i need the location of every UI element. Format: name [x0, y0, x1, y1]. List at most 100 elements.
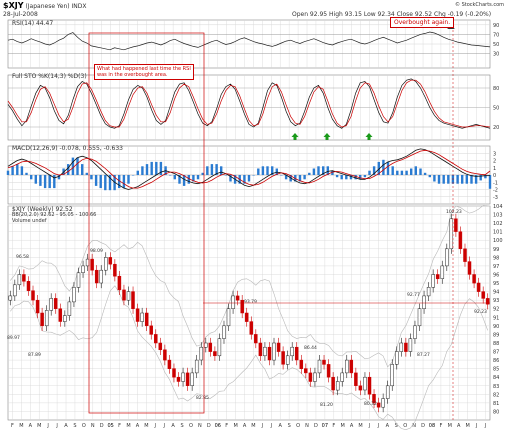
macd-histogram-bar — [118, 175, 121, 189]
candle-body — [385, 385, 390, 399]
candle-body — [372, 394, 376, 404]
price-y-tick: 92 — [493, 307, 499, 313]
x-tick-label: M — [466, 423, 470, 429]
price-label: 86.44 — [304, 345, 317, 351]
x-tick-label: O — [296, 423, 300, 429]
macd-histogram-bar — [433, 175, 436, 182]
rsi-annotation: What had happened last time the RSI was … — [94, 64, 194, 80]
x-tick-label: S — [395, 423, 398, 429]
buy-arrow-icon — [365, 133, 373, 140]
candle-body — [299, 359, 304, 369]
candle-body — [49, 298, 53, 311]
x-tick-label: O — [82, 423, 86, 429]
candle-body — [408, 338, 413, 352]
candle-body — [254, 334, 258, 344]
candle-body — [345, 359, 349, 374]
candle-body — [163, 349, 167, 361]
price-label: 92.77 — [407, 292, 420, 298]
x-tick-label: F — [11, 423, 14, 429]
price-y-tick: 95 — [493, 281, 499, 287]
macd-histogram-bar — [345, 175, 348, 180]
price-label: 102.23 — [446, 209, 462, 215]
candle-body — [472, 274, 476, 284]
highlight-box — [88, 32, 205, 414]
macd-histogram-bar — [104, 175, 107, 191]
candle-body — [99, 269, 103, 284]
macd-histogram-bar — [382, 159, 385, 175]
candle-body — [376, 402, 381, 408]
candle-body — [135, 308, 140, 322]
x-tick-label: J — [368, 423, 370, 429]
candle-body — [185, 372, 190, 386]
sto-y-tick: 80 — [493, 86, 499, 92]
x-tick-label: D — [314, 423, 318, 429]
candle-body — [126, 291, 131, 301]
macd-histogram-bar — [368, 170, 371, 175]
macd-histogram-bar — [11, 166, 14, 175]
candle-body — [8, 295, 13, 301]
candle-body — [131, 291, 135, 309]
candle-body — [204, 342, 208, 348]
macd-histogram-bar — [141, 166, 144, 175]
x-tick-label: N — [305, 423, 309, 429]
macd-histogram-bar — [442, 175, 445, 184]
x-tick-label: O — [189, 423, 193, 429]
candle-body — [349, 359, 354, 374]
candle-body — [31, 290, 35, 301]
macd-histogram-bar — [470, 175, 473, 184]
x-tick-label: J — [475, 423, 477, 429]
x-tick-label: A — [457, 423, 461, 429]
candle-body — [158, 342, 163, 351]
macd-histogram-bar — [150, 161, 153, 175]
price-y-tick: 89 — [493, 332, 499, 338]
bollinger-lower — [10, 285, 488, 430]
candle-body — [22, 274, 26, 282]
macd-histogram-bar — [465, 175, 468, 184]
x-tick-label: J — [484, 423, 486, 429]
macd-histogram-bar — [474, 175, 478, 184]
candle-body — [290, 346, 294, 357]
candle-body — [63, 315, 67, 322]
macd-histogram-bar — [201, 172, 204, 175]
macd-histogram-bar — [461, 175, 464, 184]
candle-body — [267, 346, 272, 361]
sto-y-tick: 50 — [493, 106, 499, 112]
macd-histogram-bar — [271, 166, 274, 175]
x-tick-label: A — [279, 423, 283, 429]
macd-histogram-bar — [423, 172, 427, 175]
candle-body — [445, 248, 449, 267]
bb-legend: BB(20,2.0) 92.62 - 95.05 - 100.66 — [12, 212, 97, 218]
macd-histogram-bar — [377, 161, 380, 175]
price-y-tick: 81 — [493, 401, 499, 407]
rsi-title: RSI(14) 44.47 — [12, 20, 54, 27]
macd-histogram-bar — [127, 175, 130, 184]
candle-body — [208, 342, 213, 352]
x-tick-label: F — [439, 423, 442, 429]
macd-histogram-bar — [122, 175, 126, 189]
macd-histogram-bar — [136, 170, 139, 175]
macd-histogram-bar — [419, 168, 422, 175]
price-y-tick: 101 — [493, 230, 503, 236]
macd-histogram-bar — [437, 175, 441, 184]
price-title: $XJY (Weekly) 92.52 — [12, 206, 73, 213]
price-y-tick: 80 — [493, 409, 499, 415]
x-tick-label: D — [207, 423, 211, 429]
macd-y-tick: 0 — [493, 173, 496, 179]
candle-body — [263, 346, 267, 357]
candle-body — [467, 261, 472, 275]
price-y-tick: 97 — [493, 264, 499, 270]
price-label: 92.23 — [474, 309, 487, 315]
overbought-annotation: Overbought again. — [390, 17, 455, 28]
candle-body — [199, 346, 204, 361]
volume-legend: Volume undef — [12, 218, 47, 224]
candle-body — [322, 359, 326, 365]
candle-body — [308, 372, 313, 382]
macd-histogram-bar — [298, 175, 302, 182]
price-y-tick: 91 — [493, 315, 499, 321]
price-y-tick: 83 — [493, 384, 499, 390]
candle-body — [172, 368, 176, 378]
price-y-tick: 93 — [493, 298, 499, 304]
macd-histogram-bar — [145, 164, 149, 175]
macd-histogram-bar — [76, 157, 79, 175]
